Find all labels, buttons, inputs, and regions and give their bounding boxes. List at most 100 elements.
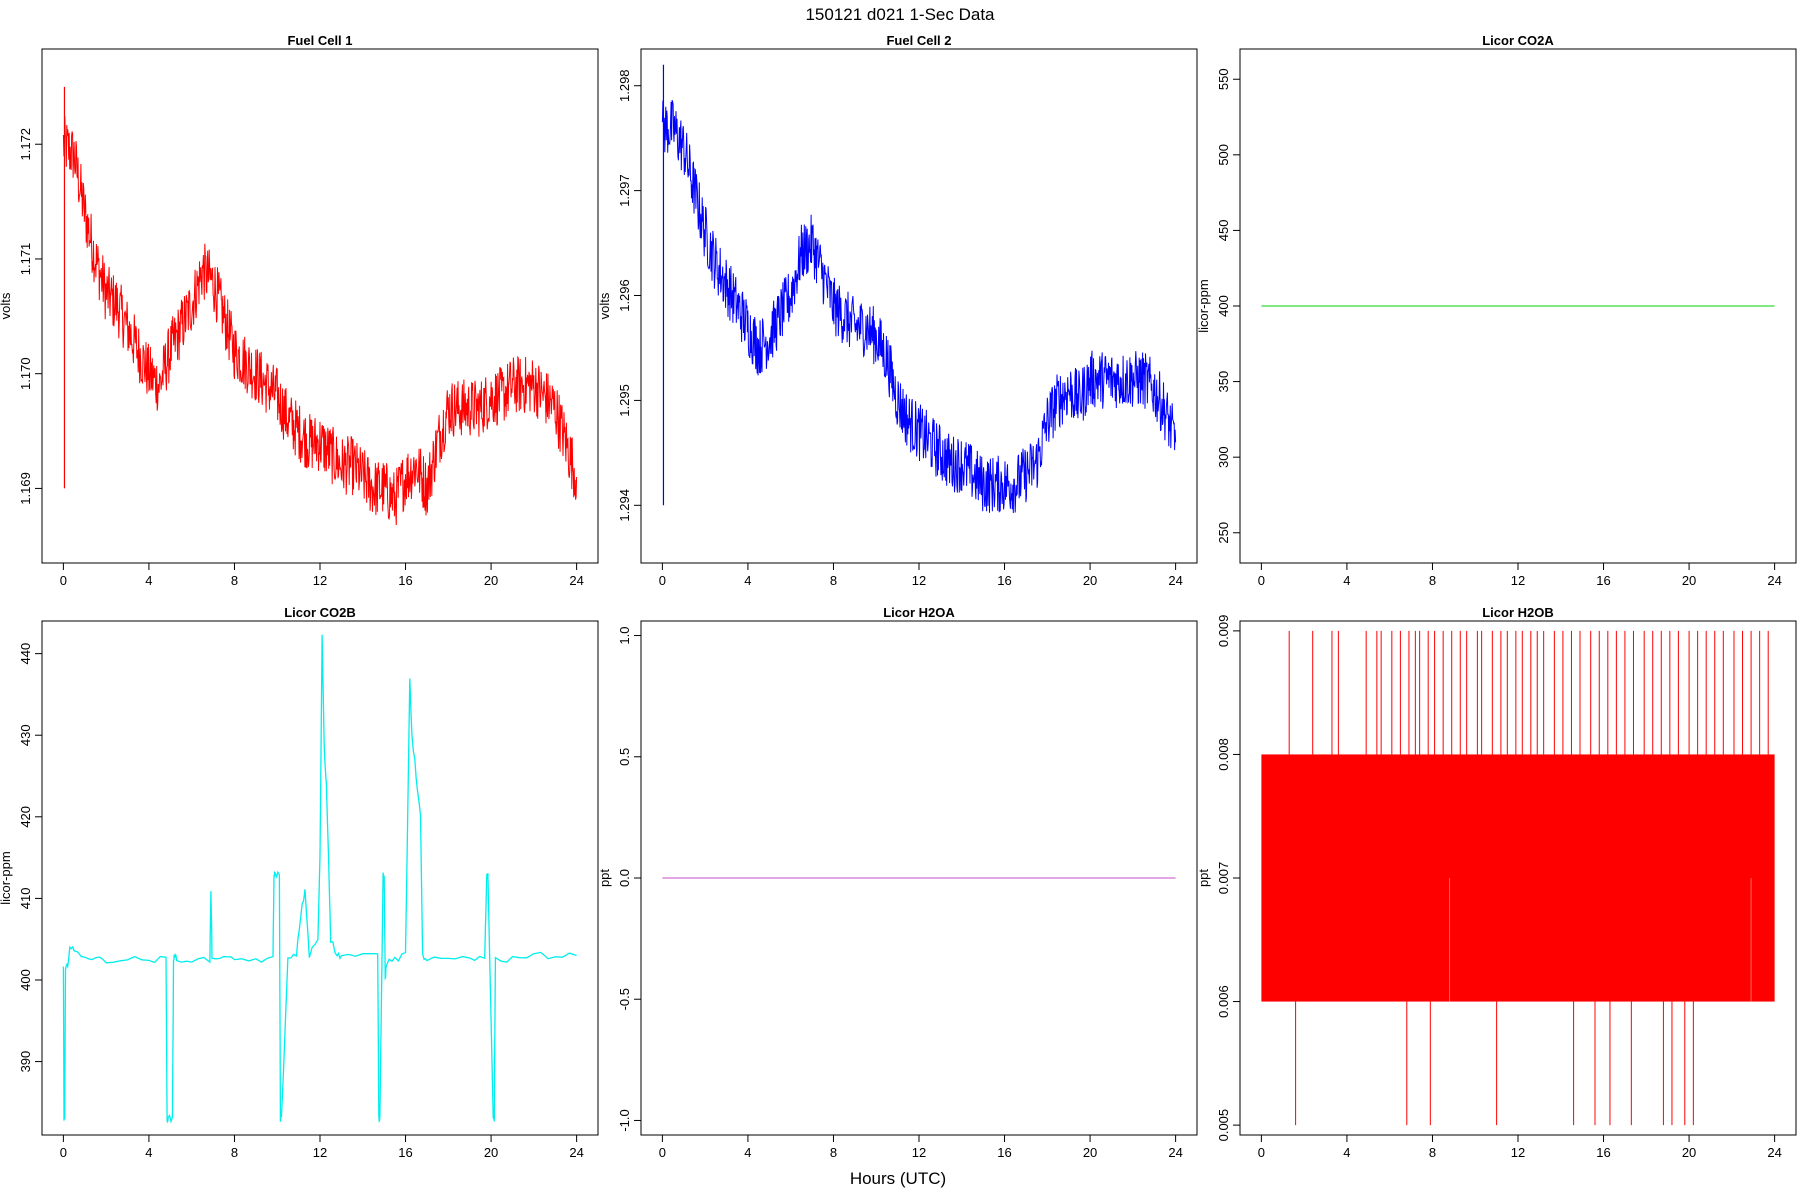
- y-tick-label: 1.169: [18, 472, 33, 505]
- y-tick-label: 350: [1216, 371, 1231, 393]
- y-tick-label: 1.297: [617, 174, 632, 207]
- x-tick-label: 16: [398, 1145, 412, 1160]
- x-tick-label: 0: [60, 573, 67, 588]
- x-tick-label: 12: [313, 1145, 327, 1160]
- x-tick-label: 20: [484, 573, 498, 588]
- y-tick-label: 0.006: [1216, 985, 1231, 1018]
- plot-area: [62, 86, 578, 526]
- panel-1: Fuel Cell 1 0 4 8 12 16 20 24 1.169 1.170 1.171 1.1…: [0, 33, 599, 588]
- x-tick-label: 8: [830, 1145, 837, 1160]
- plot-area: [62, 634, 577, 1124]
- x-tick-label: 4: [145, 1145, 152, 1160]
- y-tick-label: -0.5: [617, 988, 632, 1010]
- y-tick-label: -1.0: [617, 1109, 632, 1131]
- y-tick-label: 410: [18, 888, 33, 910]
- x-tick-label: 8: [231, 1145, 238, 1160]
- x-tick-label: 16: [398, 573, 412, 588]
- y-axis-label: licor-ppm: [0, 851, 13, 904]
- x-tick-label: 0: [60, 1145, 67, 1160]
- panel-title: Fuel Cell 1: [287, 33, 352, 48]
- y-tick-label: 0.007: [1216, 862, 1231, 895]
- x-tick-label: 12: [912, 573, 926, 588]
- x-tick-label: 4: [744, 573, 751, 588]
- y-tick-label: 0.0: [617, 869, 632, 887]
- x-tick-label: 4: [1343, 1145, 1350, 1160]
- panel-title: Licor H2OA: [883, 605, 955, 620]
- figure-xlabel: Hours (UTC): [850, 1169, 946, 1188]
- y-tick-label: 400: [18, 969, 33, 991]
- x-tick-label: 12: [1511, 573, 1525, 588]
- y-tick-label: 1.295: [617, 384, 632, 417]
- x-tick-label: 20: [1682, 1145, 1696, 1160]
- x-tick-label: 0: [1258, 573, 1265, 588]
- x-tick-label: 16: [1596, 573, 1610, 588]
- x-tick-label: 12: [1511, 1145, 1525, 1160]
- x-tick-label: 24: [569, 573, 583, 588]
- panel-title: Fuel Cell 2: [886, 33, 951, 48]
- x-tick-label: 24: [1168, 1145, 1182, 1160]
- figure-title: 150121 d021 1-Sec Data: [805, 5, 995, 24]
- y-tick-label: 500: [1216, 144, 1231, 166]
- y-tick-label: 450: [1216, 220, 1231, 242]
- x-tick-label: 20: [484, 1145, 498, 1160]
- x-tick-label: 24: [1168, 573, 1182, 588]
- plot-area: [1261, 630, 1775, 1126]
- y-axis-label: ppt: [1196, 869, 1211, 887]
- y-tick-label: 0.009: [1216, 615, 1231, 648]
- panel-title: Licor CO2B: [284, 605, 356, 620]
- y-axis-label: licor-ppm: [1196, 279, 1211, 332]
- x-tick-label: 24: [1767, 573, 1781, 588]
- y-tick-label: 390: [18, 1051, 33, 1073]
- x-tick-label: 4: [145, 573, 152, 588]
- y-tick-label: 1.170: [18, 357, 33, 390]
- y-tick-label: 1.171: [18, 243, 33, 276]
- y-tick-label: 420: [18, 806, 33, 828]
- panel-2: Fuel Cell 2 0 4 8 12 16 20 24 1.294 1.295 1.296 1.2…: [597, 33, 1198, 588]
- x-tick-label: 4: [744, 1145, 751, 1160]
- x-tick-label: 0: [659, 573, 666, 588]
- panel-6: Licor H2OB 0 4 8 12 16 20 24 0.005 0.006 0.007 0.00…: [1196, 605, 1797, 1160]
- panel-title: Licor CO2A: [1482, 33, 1554, 48]
- data-line: [62, 634, 577, 1124]
- panels: Fuel Cell 1 0 4 8 12 16 20 24 1.169 1.170 1.171 1.1…: [0, 33, 1797, 1160]
- x-tick-label: 8: [1429, 1145, 1436, 1160]
- y-axis-label: volts: [0, 292, 13, 319]
- data-line: [62, 116, 578, 526]
- y-tick-label: 0.005: [1216, 1109, 1231, 1142]
- panel-5: Licor H2OA 0 4 8 12 16 20 24 -1.0 -0.5 0.0 0.5 1.0 pp…: [597, 605, 1198, 1160]
- y-tick-label: 1.294: [617, 489, 632, 522]
- x-tick-label: 12: [313, 573, 327, 588]
- x-tick-label: 16: [1596, 1145, 1610, 1160]
- x-tick-label: 0: [659, 1145, 666, 1160]
- x-tick-label: 8: [830, 573, 837, 588]
- panel-4: Licor CO2B 0 4 8 12 16 20 24 390 400 410 420 430 440 l…: [0, 605, 599, 1160]
- x-tick-label: 12: [912, 1145, 926, 1160]
- y-tick-label: 430: [18, 724, 33, 746]
- y-axis-label: ppt: [597, 869, 612, 887]
- plot-area: [661, 64, 1177, 514]
- data-band: [1261, 754, 1775, 1002]
- x-tick-label: 20: [1682, 573, 1696, 588]
- y-tick-label: 300: [1216, 446, 1231, 468]
- y-tick-label: 250: [1216, 522, 1231, 544]
- x-tick-label: 16: [997, 1145, 1011, 1160]
- x-tick-label: 4: [1343, 573, 1350, 588]
- x-tick-label: 20: [1083, 1145, 1097, 1160]
- x-tick-label: 8: [1429, 573, 1436, 588]
- y-tick-label: 1.172: [18, 128, 33, 161]
- y-axis-label: volts: [597, 292, 612, 319]
- x-tick-label: 16: [997, 573, 1011, 588]
- panel-3: Licor CO2A 0 4 8 12 16 20 24 250 300 350 400 450 500 5…: [1196, 33, 1797, 588]
- x-tick-label: 24: [569, 1145, 583, 1160]
- y-tick-label: 1.0: [617, 627, 632, 645]
- y-tick-label: 550: [1216, 68, 1231, 90]
- y-tick-label: 440: [18, 643, 33, 665]
- y-tick-label: 0.5: [617, 748, 632, 766]
- x-tick-label: 20: [1083, 573, 1097, 588]
- x-tick-label: 24: [1767, 1145, 1781, 1160]
- y-tick-label: 1.298: [617, 69, 632, 102]
- x-tick-label: 0: [1258, 1145, 1265, 1160]
- y-tick-label: 1.296: [617, 279, 632, 312]
- x-tick-label: 8: [231, 573, 238, 588]
